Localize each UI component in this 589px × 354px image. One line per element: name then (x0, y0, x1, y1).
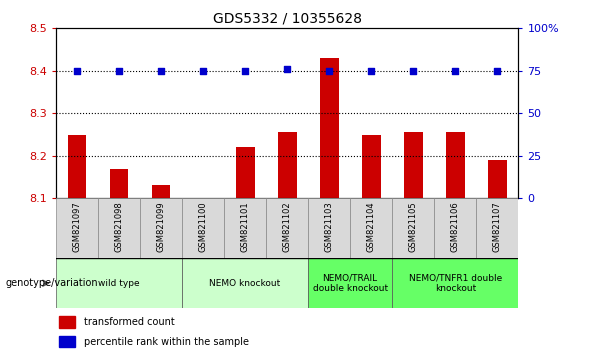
Bar (320, 58, 339, 198)
Point (325, 68, 334, 74)
Point (409, 68, 418, 74)
Text: GSM821103: GSM821103 (325, 201, 334, 252)
Point (492, 68, 502, 74)
Bar (182, 258, 308, 308)
Text: GSM821102: GSM821102 (283, 201, 292, 252)
Bar (434, 198, 477, 258)
Text: GSM821100: GSM821100 (198, 201, 207, 252)
Text: GSM821106: GSM821106 (451, 201, 460, 252)
Text: GSM821107: GSM821107 (493, 201, 502, 252)
Bar (110, 169, 128, 198)
Bar (56, 198, 98, 258)
Bar (224, 198, 266, 258)
Bar (194, 198, 213, 241)
Bar (59, 336, 75, 347)
Point (114, 68, 124, 74)
Point (156, 68, 166, 74)
Bar (151, 185, 170, 198)
Point (72, 68, 82, 74)
Bar (59, 316, 75, 328)
Point (198, 68, 208, 74)
Bar (308, 258, 392, 308)
Text: GSM821097: GSM821097 (72, 201, 81, 252)
Bar (446, 132, 465, 198)
Bar (404, 132, 423, 198)
Bar (277, 132, 297, 198)
Bar (392, 198, 434, 258)
Point (240, 68, 250, 74)
Bar (266, 198, 308, 258)
Text: GSM821104: GSM821104 (367, 201, 376, 252)
Text: percentile rank within the sample: percentile rank within the sample (84, 337, 249, 347)
Bar (308, 198, 350, 258)
Text: GSM821098: GSM821098 (114, 201, 124, 252)
Point (451, 68, 460, 74)
Point (366, 68, 376, 74)
Bar (68, 135, 87, 198)
Bar (56, 258, 182, 308)
Text: GSM821099: GSM821099 (157, 201, 166, 252)
Text: wild type: wild type (98, 279, 140, 288)
Text: GSM821105: GSM821105 (409, 201, 418, 252)
Text: NEMO knockout: NEMO knockout (210, 279, 281, 288)
Text: NEMO/TNFR1 double
knockout: NEMO/TNFR1 double knockout (409, 274, 502, 293)
Bar (98, 198, 140, 258)
Bar (392, 258, 518, 308)
Bar (350, 198, 392, 258)
Title: GDS5332 / 10355628: GDS5332 / 10355628 (213, 12, 362, 26)
Point (283, 66, 292, 72)
Text: genotype/variation: genotype/variation (6, 278, 98, 288)
Bar (477, 198, 518, 258)
Text: NEMO/TRAIL
double knockout: NEMO/TRAIL double knockout (313, 274, 388, 293)
Text: GSM821101: GSM821101 (240, 201, 250, 252)
Bar (236, 147, 254, 198)
Text: transformed count: transformed count (84, 317, 174, 327)
Bar (488, 160, 507, 198)
Bar (182, 198, 224, 258)
Bar (140, 198, 182, 258)
Bar (362, 135, 380, 198)
